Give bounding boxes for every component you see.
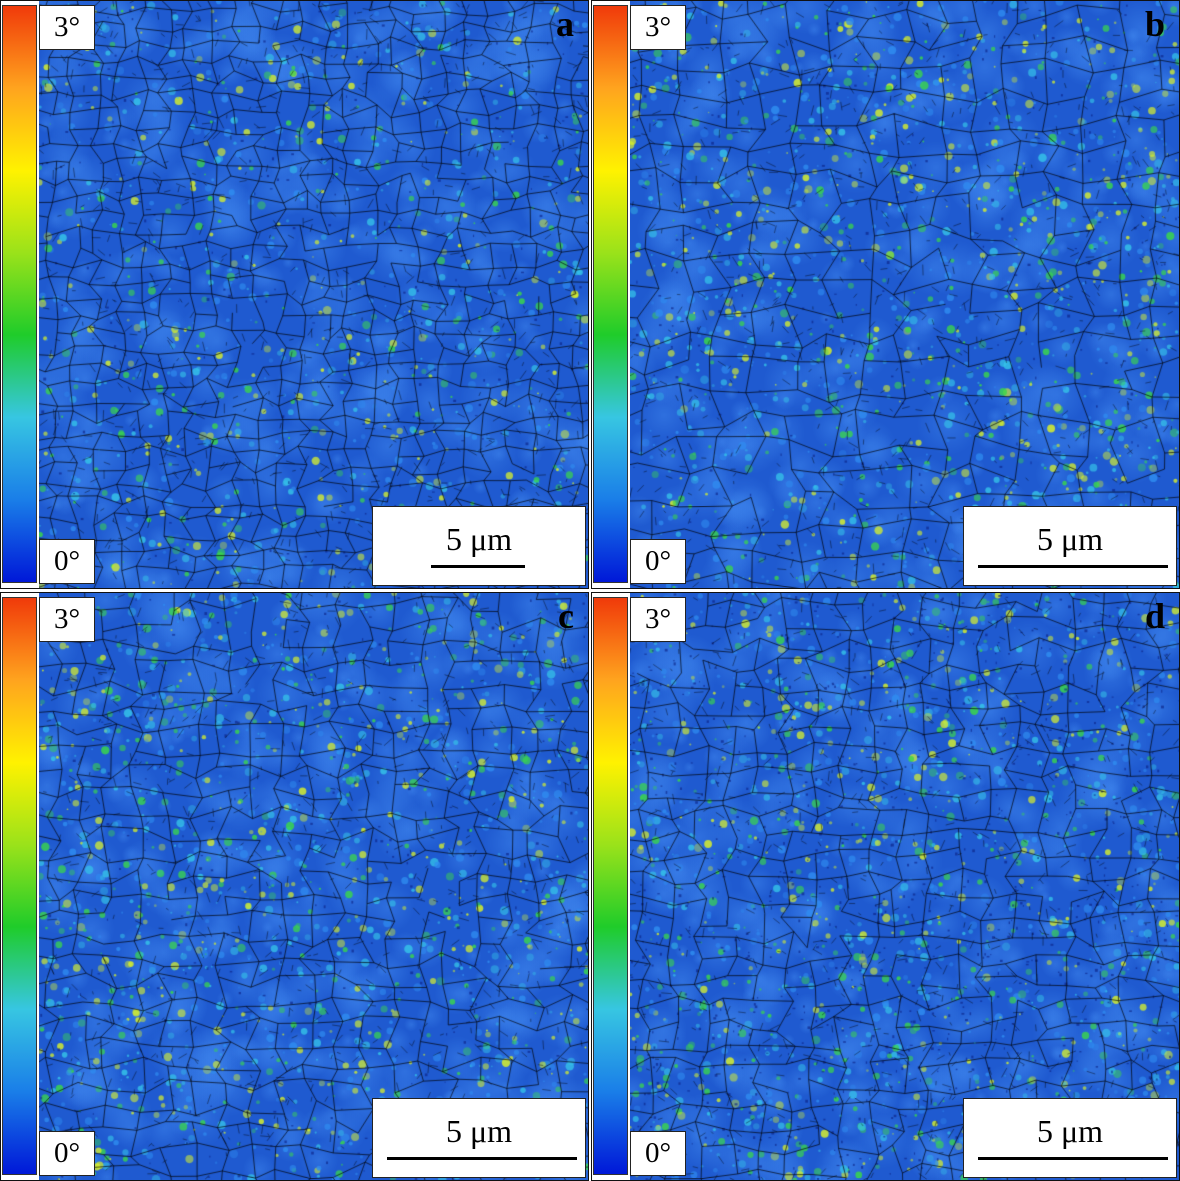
scale-bar-text-c: 5 μm [445, 1113, 513, 1149]
colorbar-a [2, 5, 37, 583]
scale-bar-box-b: 5 μm [963, 506, 1177, 586]
colorbar-min-label-a: 0° [39, 539, 95, 584]
panel-d: 3° 0° d 5 μm [591, 592, 1180, 1181]
colorbar-strip-c [1, 593, 39, 1180]
scale-bar-line-a [431, 565, 525, 568]
colorbar-min-label-c: 0° [39, 1131, 95, 1176]
colorbar-max-label-b: 3° [630, 5, 686, 50]
scale-bar-text-d: 5 μm [1036, 1113, 1104, 1149]
scale-bar-text-b: 5 μm [1036, 521, 1104, 557]
misorientation-map-d [630, 593, 1179, 1180]
colorbar-c [2, 597, 37, 1175]
colorbar-strip-d [592, 593, 630, 1180]
colorbar-min-label-d: 0° [630, 1131, 686, 1176]
colorbar-d [593, 597, 628, 1175]
panel-label-a: a [556, 4, 574, 44]
panel-a: 3° 0° a 5 μm [0, 0, 589, 589]
colorbar-strip-b [592, 1, 630, 588]
misorientation-map-b [630, 1, 1179, 588]
panel-label-d: d [1144, 596, 1165, 636]
scale-bar-box-d: 5 μm [963, 1098, 1177, 1178]
panel-c: 3° 0° c 5 μm [0, 592, 589, 1181]
scale-bar-text-a: 5 μm [445, 521, 513, 557]
colorbar-max-label-a: 3° [39, 5, 95, 50]
colorbar-max-label-d: 3° [630, 597, 686, 642]
scale-bar-box-a: 5 μm [372, 506, 586, 586]
panel-label-b: b [1144, 4, 1165, 44]
panel-b: 3° 0° b 5 μm [591, 0, 1180, 589]
misorientation-map-a [39, 1, 588, 588]
colorbar-strip-a [1, 1, 39, 588]
scale-bar-line-b [978, 565, 1168, 568]
scale-bar-line-c [387, 1157, 577, 1160]
panel-label-c: c [558, 596, 574, 636]
misorientation-map-c [39, 593, 588, 1180]
scale-bar-line-d [978, 1157, 1168, 1160]
scale-bar-box-c: 5 μm [372, 1098, 586, 1178]
colorbar-max-label-c: 3° [39, 597, 95, 642]
colorbar-min-label-b: 0° [630, 539, 686, 584]
colorbar-b [593, 5, 628, 583]
